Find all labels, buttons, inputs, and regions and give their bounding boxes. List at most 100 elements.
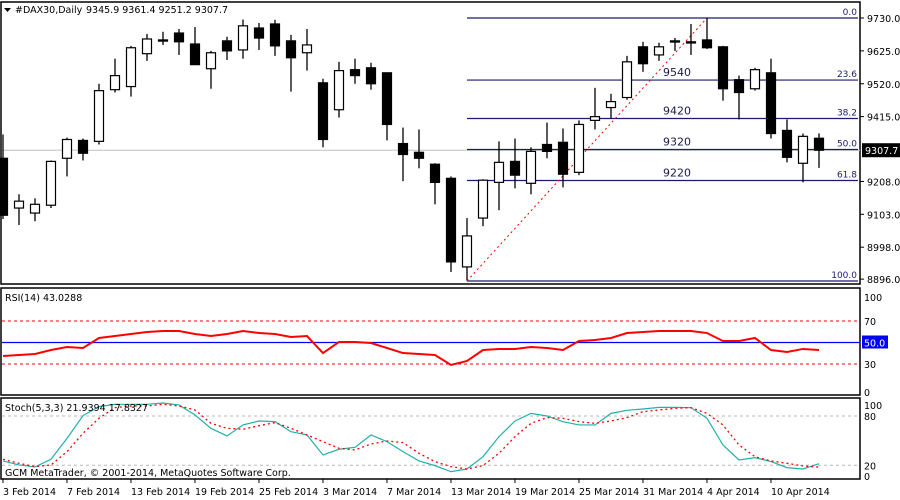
price-tick-label: 9730.0 — [867, 14, 900, 25]
fib-level-label: 50.0 — [837, 140, 857, 150]
price-tick-label: 8896.0 — [867, 275, 900, 286]
candle-body-bullish — [525, 150, 537, 184]
candle — [557, 128, 569, 188]
candle-body-bearish — [781, 129, 793, 158]
candle — [413, 129, 425, 169]
candle-body-bearish — [285, 40, 297, 59]
candle — [749, 67, 761, 91]
candle-body-bearish — [429, 163, 441, 183]
candle-body-bullish — [301, 44, 313, 54]
price-tick-label: 9415.0 — [867, 113, 900, 124]
current-price-marker — [862, 143, 900, 158]
candle-body-bullish — [333, 69, 345, 111]
candle — [461, 218, 473, 281]
triangle-down-icon[interactable] — [4, 8, 11, 12]
candle — [589, 87, 601, 130]
candle — [141, 33, 153, 61]
price-level-annotation: 9320 — [663, 136, 691, 149]
candle — [573, 120, 585, 176]
candle-body-bearish — [381, 72, 393, 126]
candle-body-bullish — [797, 135, 809, 164]
fib-level-label: 38.2 — [837, 108, 857, 118]
candle — [301, 28, 313, 71]
main-panel-border — [0, 1, 861, 285]
copyright-text: GCM MetaTrader, © 2001-2014, MetaQuotes … — [5, 468, 291, 479]
fibonacci-retracement[interactable]: 0.0 23.6 38.2 50.0 61.8 100.0 9540 9420 9320 9220 — [466, 8, 858, 282]
stoch-main-line — [2, 402, 820, 473]
candle — [429, 163, 441, 205]
stoch-tick-label: 80 — [864, 412, 876, 423]
candle — [125, 45, 137, 97]
rsi-panel[interactable]: 100 70 30 0 50.0 — [2, 293, 888, 399]
candle — [205, 50, 217, 89]
candle — [525, 147, 537, 195]
candle — [397, 127, 409, 182]
stoch-signal-line — [2, 403, 820, 470]
candle — [0, 134, 9, 220]
candle — [29, 198, 41, 222]
candle — [381, 72, 393, 141]
candle — [669, 38, 681, 51]
ohlc-readout: 9345.9 9361.4 9251.2 9307.7 — [86, 5, 228, 16]
time-tick-label: 3 Feb 2014 — [3, 487, 56, 498]
candle — [269, 19, 281, 56]
candle — [237, 19, 249, 59]
rsi-line — [2, 329, 820, 367]
candle-body-bullish — [605, 100, 617, 109]
candle — [45, 160, 57, 209]
candle-body-bullish — [205, 52, 217, 70]
candle-body-bearish — [77, 139, 89, 154]
candle — [637, 41, 649, 72]
candle — [365, 62, 377, 90]
candle — [77, 138, 89, 161]
rsi-tick-label: 30 — [864, 360, 876, 371]
candle-body-bearish — [269, 23, 281, 47]
candle-body-bullish — [621, 61, 633, 99]
candle — [701, 18, 713, 49]
candlestick-series — [0, 18, 825, 281]
price-level-annotation: 9540 — [663, 66, 691, 79]
candle — [621, 55, 633, 100]
time-tick-label: 3 Mar 2014 — [323, 487, 377, 498]
candle-body-bearish — [685, 41, 697, 44]
candle-body-bearish — [717, 46, 729, 90]
candle — [221, 36, 233, 60]
time-tick-label: 7 Mar 2014 — [387, 487, 441, 498]
candle — [509, 138, 521, 189]
rsi-tick-label: 70 — [864, 317, 876, 328]
time-tick-label: 13 Mar 2014 — [451, 487, 511, 498]
rsi-tick-label: 0 — [864, 388, 870, 399]
candle-body-bullish — [477, 179, 489, 219]
fib-level-label: 23.6 — [837, 70, 857, 80]
candle — [349, 58, 361, 84]
candle — [797, 133, 809, 183]
candle-body-bearish — [413, 151, 425, 159]
fib-level-label: 61.8 — [837, 171, 857, 181]
symbol-label: #DAX30,Daily — [15, 5, 83, 16]
candle — [733, 75, 745, 120]
fib-level-label: 100.0 — [831, 271, 857, 281]
candle-body-bullish — [237, 25, 249, 51]
candle — [653, 42, 665, 61]
price-tick-label: 9520.0 — [867, 80, 900, 91]
rsi-tick-label: 100 — [864, 293, 882, 304]
candle-body-bearish — [349, 69, 361, 77]
time-tick-label: 25 Mar 2014 — [579, 487, 639, 498]
candle-body-bearish — [765, 72, 777, 135]
candle-body-bearish — [253, 27, 265, 39]
candle-body-bullish — [61, 138, 73, 159]
candle-body-bullish — [141, 38, 153, 55]
candle — [477, 179, 489, 227]
time-tick-label: 19 Mar 2014 — [515, 487, 575, 498]
current-price-label: 9307.7 — [865, 146, 898, 157]
candle-body-bearish — [669, 40, 681, 43]
time-tick-label: 7 Feb 2014 — [67, 487, 120, 498]
candle — [253, 23, 265, 50]
rsi-mid-label: 50.0 — [864, 339, 885, 350]
candle — [717, 45, 729, 101]
candle-body-bearish — [813, 137, 825, 151]
candle — [109, 58, 121, 93]
candle — [13, 194, 25, 225]
